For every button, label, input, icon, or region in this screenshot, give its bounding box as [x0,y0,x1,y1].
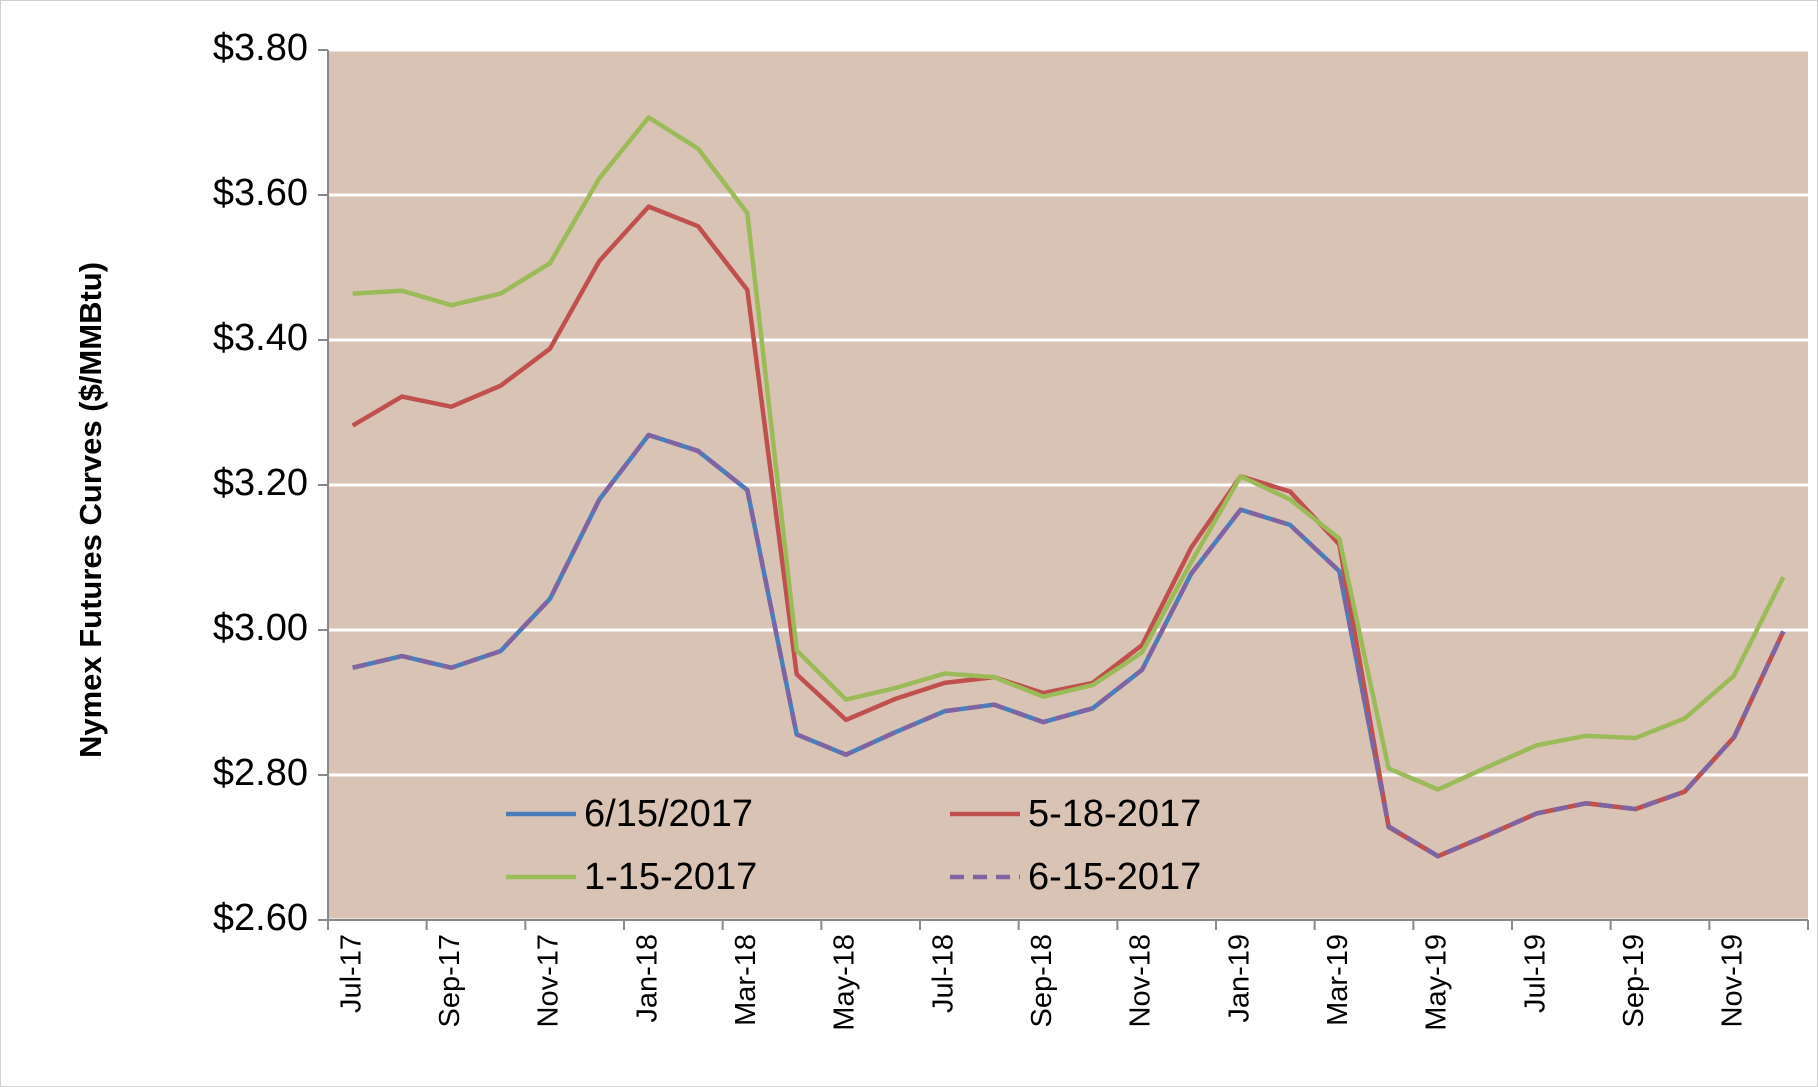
y-axis-label: Nymex Futures Curves ($/MMBtu) [73,262,108,758]
x-tick-label: Jan-18 [631,934,663,1023]
series-line [352,115,1786,792]
x-tick-label: Nov-18 [1125,934,1157,1028]
y-tick-label: $2.80 [213,752,308,794]
x-tick-label: Jul-18 [927,934,959,1013]
y-tick-label: $3.60 [213,172,308,214]
x-tick-label: Sep-18 [1026,934,1058,1028]
y-tick-label: $3.40 [213,317,308,359]
x-tick-label: May-19 [1421,934,1453,1031]
x-tick-label: Nov-19 [1717,934,1749,1028]
x-tick-label: Sep-19 [1618,934,1650,1028]
y-tick-label: $3.00 [213,607,308,649]
x-tick-label: Mar-18 [730,934,762,1026]
x-tick-label: Jul-17 [335,934,367,1013]
x-tick-label: Nov-17 [533,934,565,1028]
series-line [351,204,1786,859]
x-tick-label: Jan-19 [1223,934,1255,1023]
x-tick-label: Jul-19 [1519,934,1551,1013]
series-line [352,432,1786,859]
legend-label: 6-15-2017 [1028,856,1201,898]
x-tick-label: Mar-19 [1322,934,1354,1026]
legend-label: 5-18-2017 [1028,793,1201,835]
y-tick-label: $3.80 [213,27,308,69]
x-tick-label: Sep-17 [434,934,466,1028]
y-tick-label: $2.60 [213,897,308,939]
legend-label: 1-15-2017 [584,856,757,898]
y-tick-label: $3.20 [213,462,308,504]
x-tick-label: May-18 [829,934,861,1031]
legend-label: 6/15/2017 [584,793,753,835]
